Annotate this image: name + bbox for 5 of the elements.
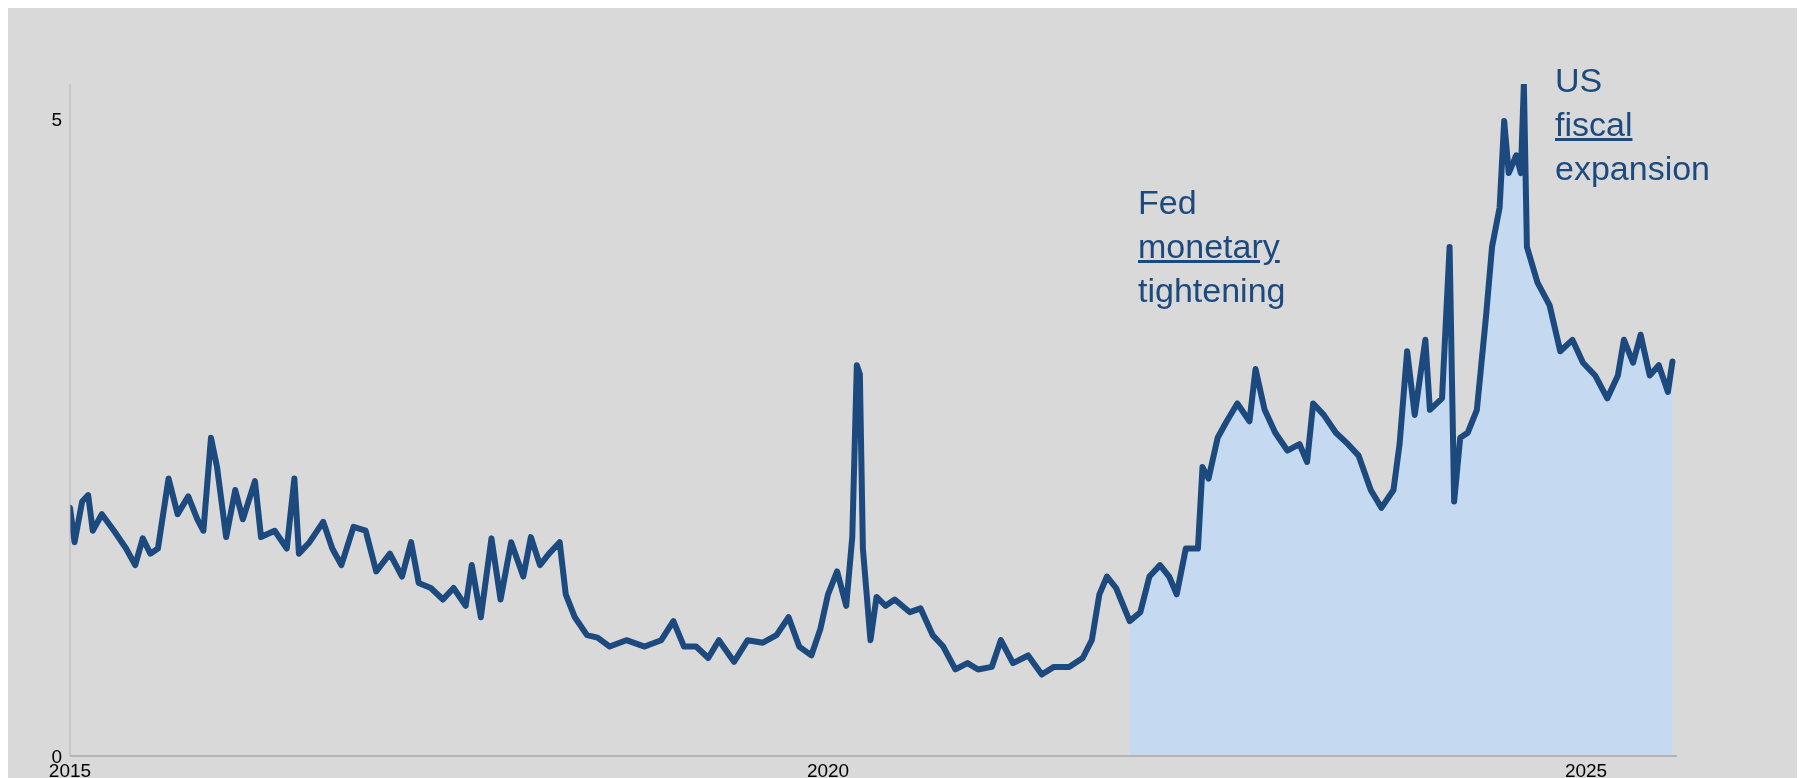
annotation: Fed monetary tightening <box>1138 182 1286 311</box>
x-tick-label: 2020 <box>806 760 850 778</box>
y-tick-label: 5 <box>51 109 62 131</box>
annotation: US fiscal expansion <box>1555 60 1711 189</box>
x-tick-label: 2025 <box>1564 760 1608 778</box>
